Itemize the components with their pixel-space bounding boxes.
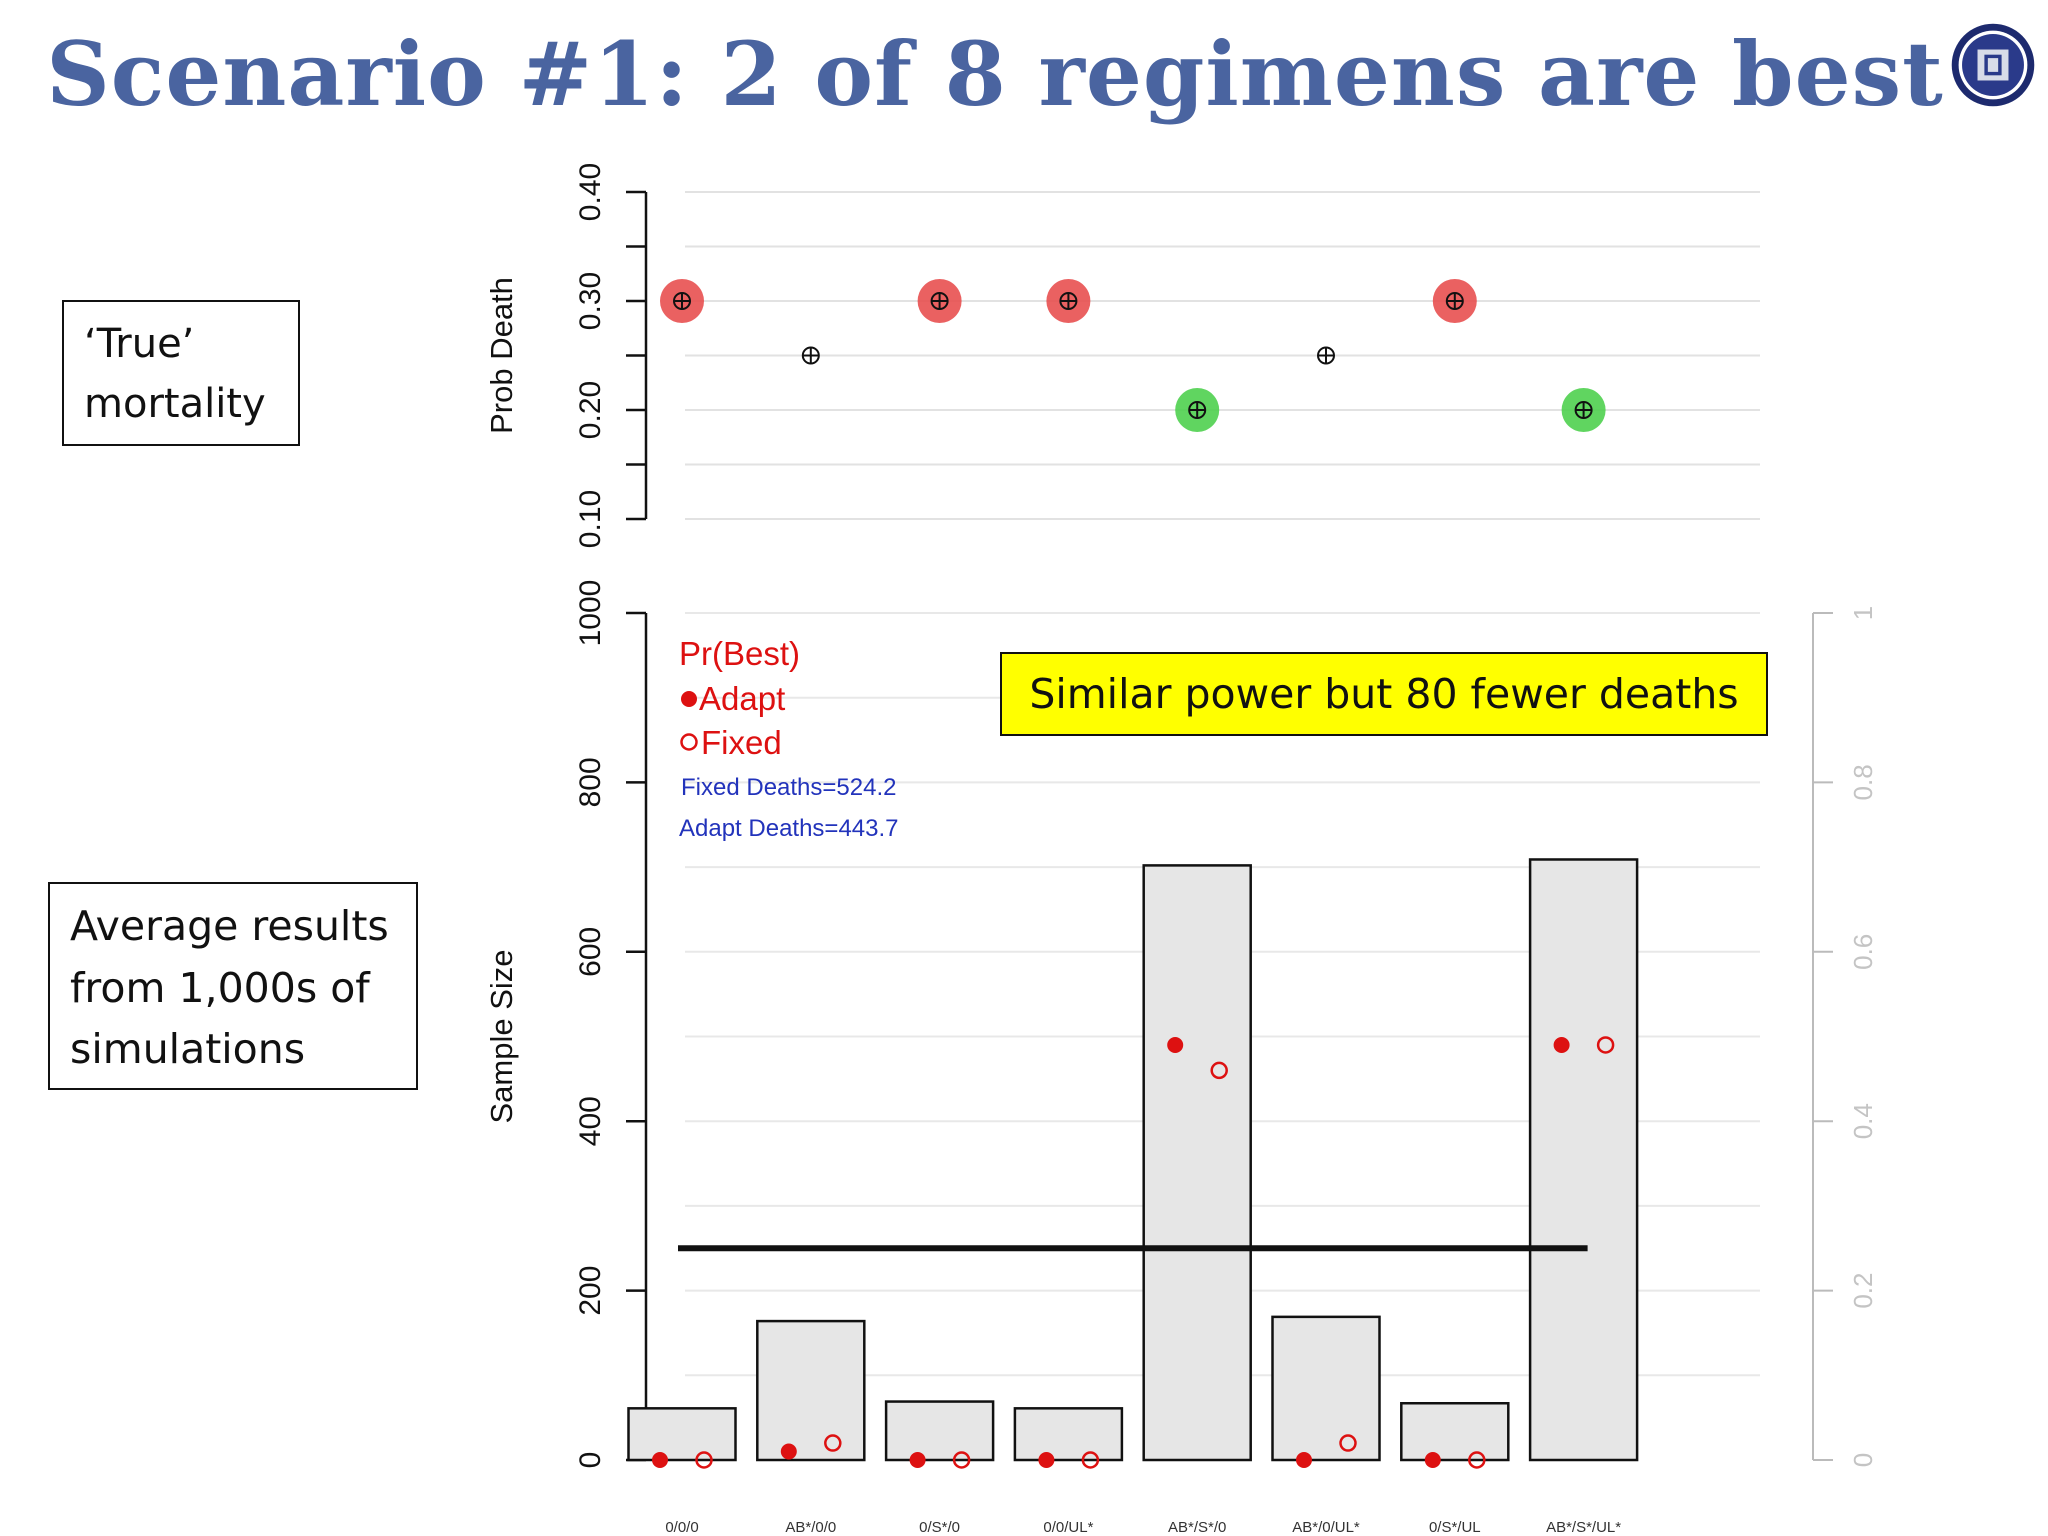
bottom-y-tick-label: 400 [574, 1096, 607, 1146]
sample-size-bar [1400, 1402, 1510, 1462]
adapt-deaths-note: Adapt Deaths=443.7 [679, 815, 899, 842]
bottom-y-tick-label: 1000 [574, 580, 607, 647]
fixed-point [952, 1451, 971, 1469]
adapt-point [1167, 1036, 1184, 1053]
bottom-y-axis-label: Sample Size [484, 949, 519, 1123]
top-y-tick-label: 0.30 [574, 272, 607, 330]
fixed-deaths-note: Fixed Deaths=524.2 [681, 774, 896, 801]
legend-adapt-label: Adapt [699, 680, 785, 717]
adapt-point [1424, 1452, 1441, 1468]
top-y-tick-label: 0.20 [574, 381, 607, 439]
right-y-tick-label: 0.4 [1848, 1103, 1878, 1139]
x-tick-label: AB*/0/0 [785, 1519, 836, 1536]
legend-fixed-marker [680, 733, 698, 751]
slide-title: Scenario #1: 2 of 8 regimens are best [46, 22, 1944, 126]
sample-size-bar [1528, 858, 1639, 1462]
top-y-axis-label: Prob Death [484, 277, 519, 434]
bottom-y-tick-label: 600 [574, 927, 607, 977]
avg-box-line-1: Average results [70, 902, 389, 950]
legend-fixed-label: Fixed [701, 724, 782, 761]
top-y-tick-label: 0.40 [574, 163, 607, 221]
adapt-point [1296, 1452, 1312, 1468]
adapt-point [909, 1452, 926, 1468]
right-y-tick-label: 0.8 [1848, 764, 1878, 800]
true-box-line-2: mortality [84, 381, 266, 427]
bottom-y-tick-label: 200 [574, 1266, 607, 1316]
x-tick-label: 0/0/0 [665, 1519, 698, 1536]
x-tick-label: AB*/S*/UL* [1546, 1519, 1621, 1536]
university-seal-icon [1951, 23, 2035, 107]
highlight-callout: Similar power but 80 fewer deaths [1000, 652, 1768, 736]
fixed-point [1468, 1451, 1486, 1469]
sample-size-bar [1142, 864, 1252, 1462]
bottom-y-tick-label: 800 [574, 757, 607, 807]
fixed-point [1081, 1451, 1100, 1469]
right-y-tick-label: 0 [1848, 1453, 1878, 1467]
fixed-point [695, 1451, 713, 1469]
x-tick-label: AB*/0/UL* [1292, 1519, 1360, 1536]
legend-title: Pr(Best) [679, 635, 800, 672]
adapt-point [652, 1452, 668, 1468]
sample-size-bar [884, 1400, 995, 1462]
sample-size-bar [1013, 1407, 1124, 1462]
top-y-tick-label: 0.10 [574, 490, 607, 548]
avg-box-line-3: simulations [70, 1025, 306, 1073]
x-tick-label: 0/S*/UL [1429, 1519, 1481, 1536]
sample-size-bar [756, 1319, 866, 1462]
sample-size-bar [1271, 1315, 1381, 1462]
average-results-box: Average results from 1,000s of simulatio… [48, 882, 418, 1090]
fixed-point [1339, 1434, 1357, 1452]
right-y-tick-label: 0.6 [1848, 934, 1878, 970]
bottom-y-tick-label: 0 [574, 1452, 607, 1469]
fixed-point [1210, 1061, 1228, 1080]
legend-adapt-marker [681, 691, 697, 707]
adapt-point [1553, 1036, 1570, 1053]
x-tick-label: AB*/S*/0 [1168, 1519, 1226, 1536]
fixed-point [1596, 1036, 1615, 1054]
x-tick-label: 0/0/UL* [1043, 1519, 1093, 1536]
true-box-line-1: ‘True’ [84, 321, 195, 367]
x-tick-label: 0/S*/0 [919, 1519, 960, 1536]
sample-size-bar [627, 1407, 737, 1462]
fixed-point [824, 1434, 842, 1452]
avg-box-line-2: from 1,000s of [70, 963, 370, 1012]
adapt-point [1038, 1452, 1055, 1468]
true-mortality-box: ‘True’ mortality [62, 300, 300, 446]
right-y-tick-label: 1 [1848, 606, 1878, 620]
right-y-tick-label: 0.2 [1848, 1273, 1878, 1309]
adapt-point [780, 1443, 797, 1460]
